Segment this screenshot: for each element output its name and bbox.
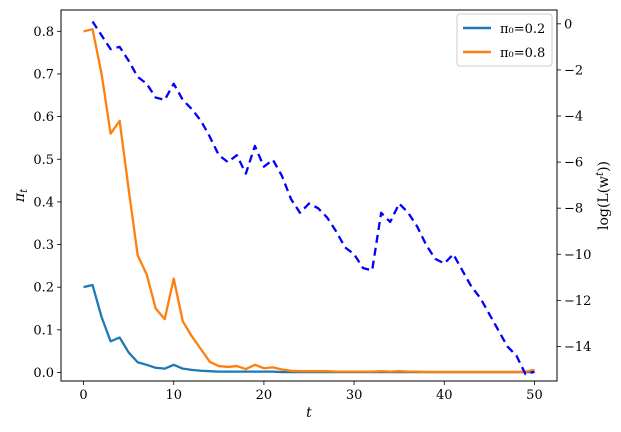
y-right-tick-label: −4 bbox=[564, 110, 583, 125]
y-left-tick-label: 0.5 bbox=[33, 153, 54, 168]
y-right-tick-label: −14 bbox=[564, 340, 591, 355]
x-axis-label: t bbox=[306, 405, 312, 421]
y-axis-right-label-sup: t bbox=[595, 171, 606, 176]
x-tick-label: 40 bbox=[436, 388, 453, 403]
y-left-tick-label: 0.2 bbox=[33, 281, 54, 296]
y-left-tick-label: 0.3 bbox=[33, 238, 54, 253]
y-left-tick-label: 0.7 bbox=[33, 67, 54, 82]
x-tick-label: 0 bbox=[79, 388, 87, 403]
series-group bbox=[83, 20, 535, 376]
legend-label-pi0-0.2: π₀=0.2 bbox=[500, 22, 545, 37]
plot-frame bbox=[60, 9, 558, 382]
y-axis-right-label: log(L(wt)) bbox=[595, 161, 612, 230]
y-axis-left-label: πt bbox=[12, 188, 30, 203]
x-tick-label: 10 bbox=[165, 388, 182, 403]
series-line-log-loss bbox=[91, 20, 535, 376]
x-tick-label: 20 bbox=[256, 388, 273, 403]
y-right-tick-label: −8 bbox=[564, 202, 583, 217]
x-tick-label: 50 bbox=[526, 388, 543, 403]
x-tick-label: 30 bbox=[346, 388, 363, 403]
tick-group: 0 10 20 30 40 50 0.0 0.1 0.2 0.3 0.4 0.5 0.6 0.7 0.8 0 −… bbox=[33, 17, 591, 403]
y-axis-right-label-end: )) bbox=[596, 161, 612, 172]
series-line-1 bbox=[83, 28, 535, 374]
legend: π₀=0.2 π₀=0.8 bbox=[456, 13, 553, 67]
y-left-tick-label: 0.4 bbox=[33, 195, 54, 210]
y-axis-right-label-main: log(L(w bbox=[596, 176, 612, 230]
y-right-tick-label: −10 bbox=[564, 248, 591, 263]
series-line-0 bbox=[83, 283, 535, 374]
y-axis-left-label-main: π bbox=[12, 192, 28, 203]
y-right-tick-label: −2 bbox=[564, 63, 583, 78]
y-right-tick-label: 0 bbox=[564, 17, 572, 32]
y-left-tick-label: 0.6 bbox=[33, 110, 54, 125]
legend-label-pi0-0.8: π₀=0.8 bbox=[500, 46, 545, 61]
y-left-tick-label: 0.1 bbox=[33, 323, 54, 338]
y-right-tick-label: −12 bbox=[564, 294, 591, 309]
y-left-tick-label: 0.8 bbox=[33, 25, 54, 40]
y-axis-left-label-sub: t bbox=[19, 188, 30, 193]
y-left-tick-label: 0.0 bbox=[33, 366, 54, 381]
y-right-tick-label: −6 bbox=[564, 156, 583, 171]
